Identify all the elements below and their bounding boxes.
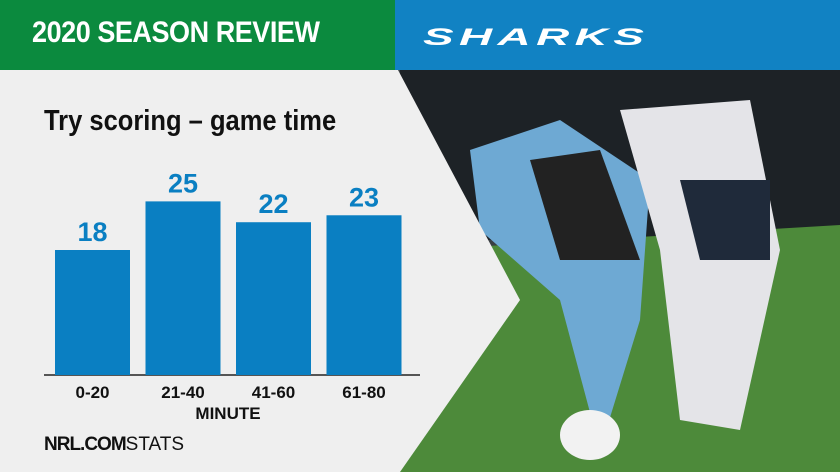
- footer-brand: NRL.COM: [44, 434, 127, 455]
- data-label: 18: [77, 217, 107, 247]
- chart-title: Try scoring – game time: [44, 105, 337, 137]
- footer-suffix: STATS: [125, 434, 185, 455]
- data-label: 23: [349, 182, 379, 212]
- data-label: 25: [168, 168, 198, 198]
- x-tick-label: 41-60: [252, 383, 295, 402]
- bar-61-80: [326, 215, 402, 375]
- bar-41-60: [236, 222, 311, 375]
- sharks-logo: SHARKS: [423, 23, 650, 51]
- team-banner: SHARKS: [395, 0, 840, 70]
- data-label: 22: [258, 189, 288, 219]
- bar-0-20: [55, 250, 130, 375]
- bar-21-40: [145, 201, 221, 375]
- nrl-stats-logo: NRL.COMSTATS: [44, 434, 184, 456]
- x-tick-label: 61-80: [342, 383, 385, 402]
- x-tick-label: 21-40: [161, 383, 204, 402]
- header-banner: 2020 SEASON REVIEW: [0, 0, 395, 70]
- page-title: 2020 SEASON REVIEW: [32, 16, 320, 49]
- x-axis-label: MINUTE: [195, 404, 260, 423]
- x-tick-label: 0-20: [75, 383, 109, 402]
